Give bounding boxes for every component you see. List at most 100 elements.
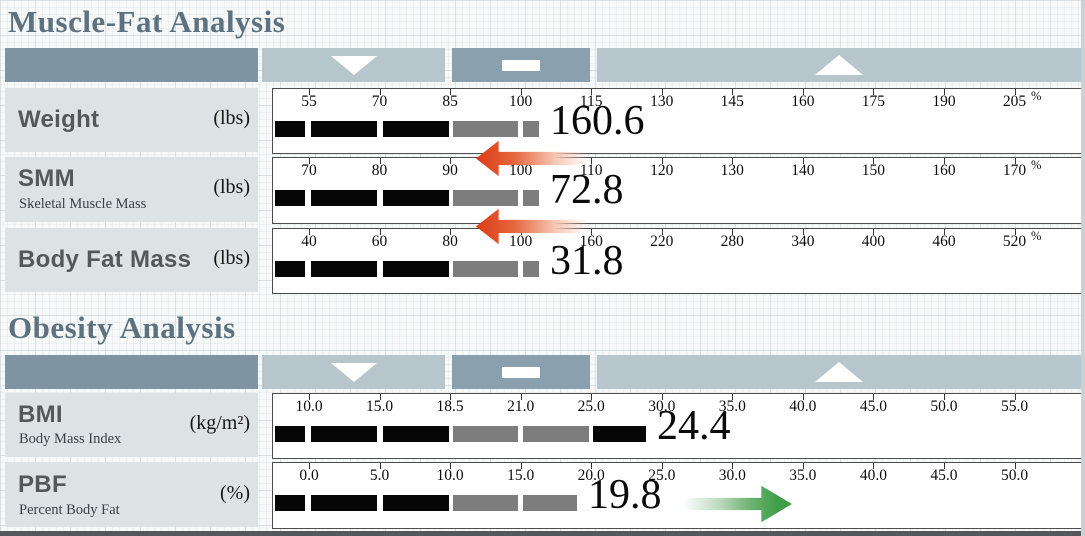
range-header-normal-cell bbox=[452, 48, 590, 82]
tick-mark bbox=[732, 463, 734, 469]
over-range-icon bbox=[815, 55, 863, 75]
bar-segment bbox=[523, 121, 539, 137]
tick-mark bbox=[873, 229, 875, 235]
tick-label: 400 bbox=[861, 233, 886, 250]
tick-mark bbox=[873, 463, 875, 469]
bmi-label: BMI bbox=[18, 401, 63, 428]
tick-label: 160 bbox=[791, 93, 815, 110]
tick-mark bbox=[873, 394, 875, 400]
tick-mark bbox=[661, 89, 663, 95]
weight-label: Weight bbox=[18, 106, 100, 133]
tick-label: 18.5 bbox=[436, 398, 464, 415]
bar-segment bbox=[311, 121, 377, 137]
body-fat-mass-bar-chart: 31.8 40 60 80 100 160 220 280 340 400 460 520% bbox=[272, 228, 1083, 294]
tick-mark bbox=[591, 463, 593, 469]
bar-segment bbox=[383, 121, 449, 137]
tick-label: 90 bbox=[442, 162, 458, 179]
tick-label: 25.0 bbox=[648, 467, 676, 484]
smm-label: SMM bbox=[18, 165, 75, 192]
weight-value: 160.6 bbox=[550, 98, 645, 144]
tick-mark bbox=[661, 229, 663, 235]
tick-mark bbox=[732, 158, 734, 164]
tick-mark bbox=[591, 89, 593, 95]
bar-segment bbox=[383, 190, 449, 206]
tick-mark bbox=[1014, 463, 1016, 469]
tick-label: 15.0 bbox=[507, 467, 535, 484]
tick-label: 25.0 bbox=[577, 398, 605, 415]
bmi-unit: (kg/m²) bbox=[189, 412, 250, 434]
percent-axis-label: % bbox=[1031, 158, 1042, 172]
pbf-value: 19.8 bbox=[588, 472, 662, 518]
tick-mark bbox=[873, 89, 875, 95]
body-fat-mass-label-cell: Body Fat Mass (lbs) bbox=[5, 228, 258, 292]
tick-label: 5.0 bbox=[369, 467, 390, 484]
tick-label: 120 bbox=[650, 162, 674, 179]
tick-label: 35.0 bbox=[789, 467, 817, 484]
bar-segment bbox=[275, 495, 305, 511]
tick-label: 85 bbox=[442, 93, 458, 110]
bar-segment bbox=[311, 261, 377, 277]
range-header-over-cell bbox=[597, 355, 1081, 389]
bar-segment bbox=[311, 495, 377, 511]
range-header-normal-cell bbox=[452, 355, 590, 389]
tick-mark bbox=[379, 89, 381, 95]
tick-mark bbox=[450, 158, 452, 164]
bar-segment bbox=[453, 261, 518, 277]
tick-label: 45.0 bbox=[930, 467, 958, 484]
range-header-under-cell bbox=[262, 48, 445, 82]
bar-segment bbox=[311, 426, 377, 442]
tick-label: 40.0 bbox=[859, 467, 887, 484]
tick-mark bbox=[943, 463, 945, 469]
tick-label: 100 bbox=[509, 93, 533, 110]
tick-label: 190 bbox=[932, 93, 956, 110]
bar-segment bbox=[523, 495, 577, 511]
tick-label: 140 bbox=[791, 162, 815, 179]
tick-mark bbox=[450, 394, 452, 400]
bar-segment bbox=[453, 121, 518, 137]
tick-mark bbox=[732, 229, 734, 235]
tick-label: 100 bbox=[509, 162, 533, 179]
tick-label: 10.0 bbox=[295, 398, 323, 415]
tick-label: 130 bbox=[720, 162, 744, 179]
bar-segment bbox=[383, 426, 449, 442]
pbf-unit: (%) bbox=[220, 482, 250, 504]
tick-label: 80 bbox=[442, 233, 458, 250]
tick-label: 205 bbox=[1002, 93, 1027, 110]
tick-label: 40 bbox=[301, 233, 317, 250]
bmi-sublabel: Body Mass Index bbox=[19, 431, 122, 447]
tick-label: 460 bbox=[932, 233, 956, 250]
tick-label: 0.0 bbox=[299, 467, 319, 484]
smm-bar-chart: 72.8 70 80 90 100 110 120 130 140 150 160 170% bbox=[272, 157, 1083, 224]
tick-mark bbox=[520, 463, 522, 469]
tick-label: 20.0 bbox=[577, 467, 605, 484]
tick-mark bbox=[802, 463, 804, 469]
tick-label: 150 bbox=[861, 162, 886, 179]
tick-mark bbox=[661, 394, 663, 400]
tick-mark bbox=[520, 89, 522, 95]
tick-label: 50.0 bbox=[1000, 467, 1029, 484]
tick-label: 145 bbox=[720, 93, 744, 110]
pbf-label: PBF bbox=[18, 471, 67, 498]
tick-mark bbox=[450, 463, 452, 469]
tick-label: 70 bbox=[371, 93, 388, 110]
tick-label: 15.0 bbox=[365, 398, 394, 415]
range-header-label-cell bbox=[5, 355, 258, 389]
body-fat-mass-unit: (lbs) bbox=[213, 247, 250, 269]
tick-label: 115 bbox=[579, 93, 603, 110]
tick-label: 220 bbox=[650, 233, 674, 250]
tick-mark bbox=[379, 463, 381, 469]
pbf-bar-chart: 19.8 0.0 5.0 10.0 15.0 20.0 25.0 30.0 35.0 40.0 4… bbox=[272, 462, 1083, 529]
bmi-label-cell: BMI Body Mass Index (kg/m²) bbox=[5, 393, 258, 457]
weight-unit: (lbs) bbox=[213, 107, 250, 129]
tick-label: 50.0 bbox=[930, 398, 958, 415]
tick-mark bbox=[943, 229, 945, 235]
tick-label: 55.0 bbox=[1000, 398, 1029, 415]
bmi-bar-chart: 24.4 10.0 15.0 18.5 21.0 25.0 30.0 35.0 40.0 45.… bbox=[272, 393, 1083, 459]
tick-mark bbox=[1014, 229, 1016, 235]
bar-segment bbox=[311, 190, 377, 206]
under-range-icon bbox=[330, 363, 377, 382]
bar-segment bbox=[453, 190, 518, 206]
percent-axis-label: % bbox=[1031, 229, 1042, 243]
tick-mark bbox=[943, 158, 945, 164]
